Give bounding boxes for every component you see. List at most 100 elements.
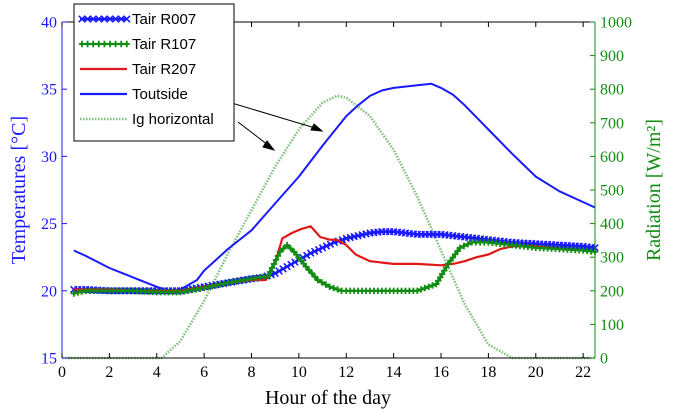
y-left-tick-label: 15 bbox=[41, 351, 57, 368]
y-right-tick-label: 1000 bbox=[600, 15, 632, 32]
x-tick-label: 6 bbox=[200, 364, 208, 381]
legend-marker-tair-r107 bbox=[118, 40, 125, 48]
legend-marker-tair-r007 bbox=[123, 15, 131, 23]
x-tick-label: 2 bbox=[105, 364, 113, 381]
data-point-tair-r107 bbox=[414, 287, 421, 294]
data-point-tair-r107 bbox=[308, 270, 316, 277]
series-line-ig-horizontal bbox=[62, 94, 595, 360]
data-point-tair-r107 bbox=[268, 264, 276, 272]
legend-marker-tair-r107 bbox=[101, 40, 108, 48]
x-tick-label: 0 bbox=[58, 364, 66, 381]
data-point-tair-r107 bbox=[449, 254, 457, 261]
data-point-tair-r107 bbox=[326, 283, 333, 290]
legend-marker-tair-r107 bbox=[112, 40, 119, 48]
x-tick-label: 18 bbox=[480, 364, 496, 381]
y-right-tick-label: 500 bbox=[600, 183, 624, 200]
data-point-tair-r107 bbox=[439, 270, 446, 278]
data-point-tair-r107 bbox=[318, 279, 325, 286]
y-right-tick-label: 300 bbox=[600, 250, 624, 267]
legend-marker-tair-r107 bbox=[84, 40, 91, 48]
data-point-tair-r107 bbox=[305, 266, 313, 274]
legend-item-toutside: Toutside bbox=[80, 86, 188, 103]
legend-item-ig-horizontal: Ig horizontal bbox=[80, 111, 214, 128]
data-point-tair-r007 bbox=[306, 249, 315, 257]
data-point-tair-r007 bbox=[291, 258, 299, 266]
data-point-tair-r007 bbox=[322, 242, 331, 250]
legend-marker-tair-r007 bbox=[95, 15, 103, 23]
y-right-tick-label: 200 bbox=[600, 283, 624, 300]
y-right-tick-label: 800 bbox=[600, 82, 624, 99]
data-point-tair-r007 bbox=[275, 267, 283, 275]
legend-item-tair-r007: Tair R007 bbox=[78, 11, 196, 28]
data-point-tair-r107 bbox=[452, 251, 459, 258]
data-point-tair-r107 bbox=[421, 284, 429, 292]
legend-items: Tair R007 Tair R107 Tair R207 Toutside Ig ho… bbox=[78, 11, 214, 128]
legend-marker-tair-r107 bbox=[123, 40, 130, 48]
data-point-tair-r107 bbox=[433, 280, 440, 288]
data-point-tair-r107 bbox=[276, 248, 284, 256]
y-right-axis-title: Radiation [W/m²] bbox=[643, 119, 665, 261]
x-tick-label: 14 bbox=[386, 364, 402, 381]
data-point-tair-r107 bbox=[334, 286, 341, 293]
data-point-tair-r007 bbox=[287, 260, 295, 269]
data-point-tair-r107 bbox=[330, 284, 337, 292]
series-ig-horizontal bbox=[62, 94, 595, 360]
y-right-tick-label: 400 bbox=[600, 216, 624, 233]
data-point-tair-r107 bbox=[287, 245, 294, 252]
legend-label-tair-r107: Tair R107 bbox=[132, 36, 196, 53]
legend-marker-tair-r007 bbox=[106, 15, 114, 23]
data-point-tair-r107 bbox=[447, 257, 454, 264]
y-right-tick-label: 0 bbox=[600, 351, 608, 368]
legend-item-tair-r207: Tair R207 bbox=[80, 61, 196, 78]
legend-marker-tair-r007 bbox=[83, 15, 92, 23]
y-left-tick-label: 20 bbox=[41, 283, 57, 300]
data-point-tair-r107 bbox=[442, 264, 450, 271]
data-point-tair-r107 bbox=[425, 283, 432, 290]
legend-label-toutside: Toutside bbox=[132, 86, 188, 103]
data-point-tair-r107 bbox=[444, 260, 452, 268]
legend-label-tair-r207: Tair R207 bbox=[132, 61, 196, 78]
data-point-tair-r107 bbox=[437, 274, 444, 281]
x-tick-label: 12 bbox=[338, 364, 354, 381]
legend-box bbox=[73, 3, 235, 142]
data-point-tair-r007 bbox=[318, 244, 327, 252]
data-point-tair-r107 bbox=[456, 244, 464, 251]
legend-item-tair-r107: Tair R107 bbox=[78, 36, 196, 53]
data-point-tair-r107 bbox=[283, 241, 291, 249]
legend-marker-tair-r007 bbox=[78, 15, 86, 23]
y-right-tick-label: 700 bbox=[600, 115, 624, 132]
data-point-tair-r107 bbox=[266, 268, 274, 276]
x-tick-label: 4 bbox=[153, 364, 161, 381]
series-tair-r107 bbox=[70, 239, 599, 297]
x-tick-label: 16 bbox=[433, 364, 449, 381]
x-tick-label: 22 bbox=[575, 364, 591, 381]
legend: Tair R007 Tair R107 Tair R207 Toutside Ig ho… bbox=[73, 3, 235, 142]
data-point-tair-r107 bbox=[272, 256, 280, 264]
data-point-tair-r107 bbox=[454, 247, 461, 255]
x-tick-label: 20 bbox=[528, 364, 544, 381]
data-point-tair-r107 bbox=[302, 263, 310, 270]
legend-marker-tair-r007 bbox=[100, 15, 109, 23]
y-right-tick-label: 100 bbox=[600, 317, 624, 334]
data-point-tair-r007 bbox=[283, 262, 291, 271]
data-point-tair-r107 bbox=[322, 281, 329, 288]
arrow-toutside-head bbox=[310, 123, 324, 132]
data-point-tair-r107 bbox=[464, 241, 472, 248]
y-right-tick-label: 600 bbox=[600, 149, 624, 166]
legend-marker-tair-r007 bbox=[89, 15, 97, 23]
legend-marker-tair-r107 bbox=[95, 40, 102, 48]
legend-marker-tair-r107 bbox=[106, 40, 114, 48]
data-point-tair-r107 bbox=[264, 272, 272, 280]
x-tick-label: 8 bbox=[248, 364, 256, 381]
y-right-tick-label: 900 bbox=[600, 48, 624, 65]
arrow-ig-line bbox=[237, 121, 269, 146]
data-point-tair-r107 bbox=[460, 242, 468, 250]
data-point-tair-r107 bbox=[429, 282, 436, 289]
legend-marker-tair-r007 bbox=[117, 15, 125, 23]
data-point-tair-r107 bbox=[270, 260, 278, 268]
legend-marker-tair-r007 bbox=[111, 15, 120, 23]
legend-label-tair-r007: Tair R007 bbox=[132, 11, 196, 28]
y-left-tick-label: 30 bbox=[41, 149, 57, 166]
y-left-axis-title: Temperatures [°C] bbox=[8, 116, 30, 264]
